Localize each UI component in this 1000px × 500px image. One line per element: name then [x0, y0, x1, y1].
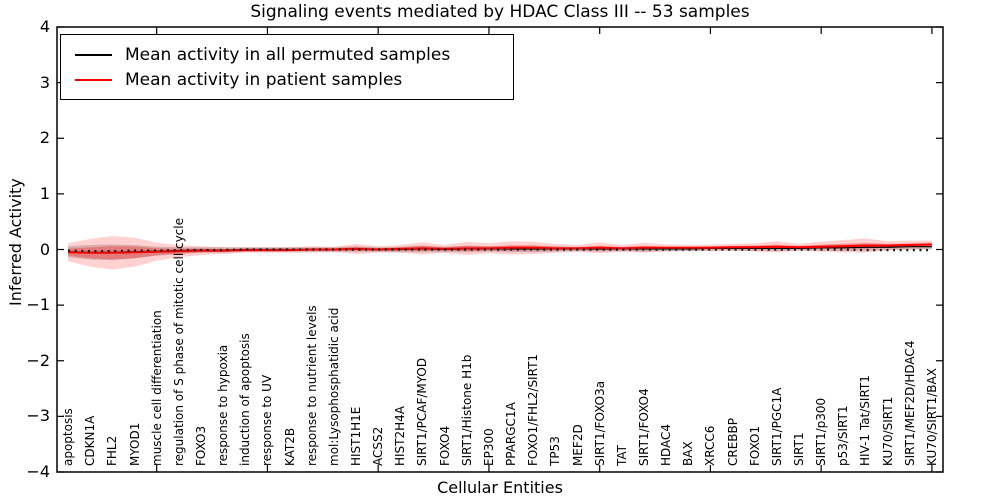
x-category-label: TP53 — [548, 436, 563, 466]
x-category-label: FOXO1/FHL2/SIRT1 — [526, 353, 541, 466]
x-category-label: MEF2D — [570, 424, 585, 466]
x-category-label: SIRT1/PGC1A — [769, 387, 784, 466]
x-category-label: FOXO3 — [193, 425, 208, 466]
y-tick-label: 1 — [39, 183, 50, 203]
y-tick-label: −1 — [26, 295, 50, 315]
legend-line-swatch-red — [75, 78, 112, 81]
x-category-label: TAT — [614, 444, 629, 466]
x-category-label: SIRT1/PCAF/MYOD — [415, 357, 430, 466]
x-category-label: HIV-1 Tat/SIRT1 — [858, 375, 873, 466]
y-tick-label: 2 — [39, 128, 50, 148]
x-category-label: response to hypoxia — [216, 344, 231, 466]
x-category-label: FHL2 — [105, 435, 120, 466]
x-category-label: regulation of S phase of mitotic cell cy… — [171, 218, 186, 466]
x-category-label: FOXO1 — [747, 425, 762, 466]
x-category-label: SIRT1/p300 — [814, 397, 829, 466]
y-tick-label: 3 — [39, 72, 50, 92]
y-tick-label: −3 — [26, 406, 50, 426]
x-category-label: SIRT1/MEF2D/HDAC4 — [902, 340, 917, 466]
y-tick-label: −2 — [26, 350, 50, 370]
x-category-label: induction of apoptosis — [238, 333, 253, 466]
x-category-label: muscle cell differentiation — [149, 310, 164, 466]
x-category-label: CREBBP — [725, 418, 740, 466]
x-category-label: SIRT1/FOXO4 — [636, 388, 651, 466]
x-category-label: SIRT1 — [792, 432, 807, 466]
x-category-label: SIRT1/Histone H1b — [459, 354, 474, 466]
x-category-label: BAX — [681, 441, 696, 466]
x-category-label: mol:Lysophosphatidic acid — [326, 307, 341, 466]
x-category-label: HIST1H1E — [349, 406, 364, 466]
legend-item-permuted: Mean activity in all permuted samples — [75, 42, 513, 67]
x-category-label: HIST2H4A — [393, 405, 408, 466]
x-category-label: EP300 — [481, 428, 496, 466]
x-category-label: ACSS2 — [371, 426, 386, 466]
legend: Mean activity in all permuted samples Me… — [60, 34, 514, 100]
x-axis-label: Cellular Entities — [437, 478, 563, 497]
x-category-label: KAT2B — [282, 427, 297, 466]
x-category-label: MYOD1 — [127, 422, 142, 466]
y-tick-label: 4 — [39, 17, 50, 36]
x-category-label: response to UV — [260, 374, 275, 466]
x-category-label: SIRT1/FOXO3a — [592, 380, 607, 466]
legend-item-patient: Mean activity in patient samples — [75, 67, 513, 92]
x-category-label: CDKN1A — [83, 415, 98, 466]
legend-line-swatch-black — [75, 53, 112, 56]
y-tick-label: 0 — [39, 239, 50, 259]
x-category-label: HDAC4 — [659, 423, 674, 466]
chart-title: Signaling events mediated by HDAC Class … — [250, 2, 750, 22]
x-category-label: PPARGC1A — [504, 402, 519, 466]
x-category-label: XRCC6 — [703, 425, 718, 466]
x-category-label: KU70/SIRT1 — [880, 396, 895, 466]
y-tick-label: −4 — [26, 462, 50, 481]
x-category-label: KU70/SIRT1/BAX — [924, 368, 939, 466]
legend-label-patient: Mean activity in patient samples — [125, 69, 403, 90]
x-category-label: apoptosis — [61, 408, 76, 466]
x-category-label: FOXO4 — [437, 425, 452, 466]
legend-label-permuted: Mean activity in all permuted samples — [125, 44, 451, 65]
x-category-label: response to nutrient levels — [304, 305, 319, 466]
x-category-label: p53/SIRT1 — [836, 405, 851, 466]
